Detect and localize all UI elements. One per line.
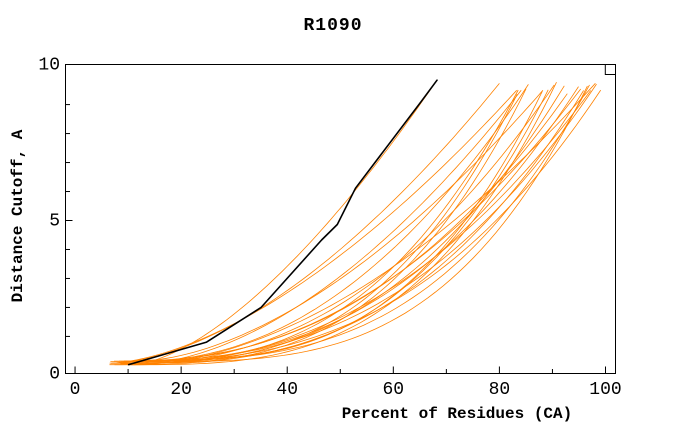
svg-text:0: 0 xyxy=(49,365,60,385)
svg-text:5: 5 xyxy=(49,212,60,232)
svg-text:80: 80 xyxy=(489,380,511,400)
svg-text:0: 0 xyxy=(70,380,81,400)
svg-text:60: 60 xyxy=(383,380,405,400)
svg-text:100: 100 xyxy=(589,380,621,400)
svg-text:20: 20 xyxy=(170,380,192,400)
svg-text:40: 40 xyxy=(276,380,298,400)
svg-text:10: 10 xyxy=(38,56,60,76)
